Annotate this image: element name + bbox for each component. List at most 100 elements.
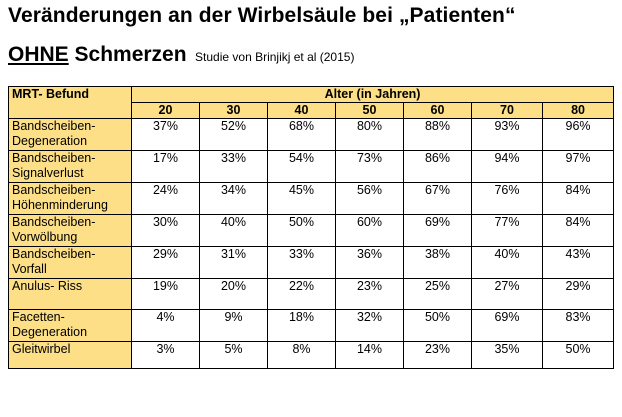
column-header-finding: MRT- Befund xyxy=(8,86,132,119)
row-label: Bandscheiben- Höhenminderung xyxy=(8,182,132,215)
value-cell: 45% xyxy=(267,182,336,215)
table-row: Gleitwirbel 3% 5% 8% 14% 23% 35% 50% xyxy=(8,341,615,369)
value-cell: 17% xyxy=(131,150,200,183)
page-title: Veränderungen an der Wirbelsäule bei „Pa… xyxy=(8,4,516,27)
age-header-row: 20 30 40 50 60 70 80 xyxy=(9,102,615,119)
row-label: Bandscheiben- Vorfall xyxy=(8,246,132,279)
row-label: Gleitwirbel xyxy=(8,341,132,369)
value-cell: 24% xyxy=(131,182,200,215)
age-header-cell: 80 xyxy=(541,102,615,119)
value-cell: 35% xyxy=(471,341,543,369)
value-cell: 32% xyxy=(335,309,404,342)
value-cell: 29% xyxy=(131,246,200,279)
value-cell: 8% xyxy=(267,341,336,369)
table-row: Facetten- Degeneration 4% 9% 18% 32% 50% 69% 83% xyxy=(8,309,615,342)
value-cell: 38% xyxy=(403,246,472,279)
age-header-cell: 60 xyxy=(403,102,472,119)
findings-table: MRT- Befund Alter (in Jahren) 20 30 40 50 60… xyxy=(8,86,615,369)
value-cell: 67% xyxy=(403,182,472,215)
value-cell: 29% xyxy=(541,278,615,310)
row-label-line2: Signalverlust xyxy=(12,166,84,180)
value-cell: 3% xyxy=(131,341,200,369)
value-cell: 5% xyxy=(199,341,268,369)
value-cell: 50% xyxy=(541,341,615,369)
value-cell: 14% xyxy=(335,341,404,369)
row-label: Bandscheiben- Degeneration xyxy=(8,118,132,151)
value-cell: 4% xyxy=(131,309,200,342)
subtitle-text: Schmerzen xyxy=(68,43,187,66)
value-cell: 23% xyxy=(335,278,404,310)
value-cell: 40% xyxy=(199,214,268,247)
value-cell: 60% xyxy=(335,214,404,247)
table-row: Bandscheiben- Degeneration 37% 52% 68% 80% 88%… xyxy=(8,118,615,151)
table-row: Bandscheiben- Höhenminderung 24% 34% 45% 56% 6… xyxy=(8,182,615,215)
row-label-line1: Facetten- xyxy=(12,310,65,324)
value-cell: 31% xyxy=(199,246,268,279)
subtitle-emphasis: OHNE xyxy=(8,43,69,66)
row-label-line1: Bandscheiben- xyxy=(12,183,96,197)
value-cell: 33% xyxy=(267,246,336,279)
value-cell: 76% xyxy=(471,182,543,215)
value-cell: 23% xyxy=(403,341,472,369)
row-label-line2: Degeneration xyxy=(12,134,88,148)
value-cell: 56% xyxy=(335,182,404,215)
value-cell: 34% xyxy=(199,182,268,215)
value-cell: 94% xyxy=(471,150,543,183)
table-row: Bandscheiben- Vorwölbung 30% 40% 50% 60% 69% 77… xyxy=(8,214,615,247)
value-cell: 96% xyxy=(541,118,615,151)
age-header-cell: 50 xyxy=(335,102,404,119)
row-label: Anulus- Riss xyxy=(8,278,132,310)
age-header-cell: 20 xyxy=(131,102,200,119)
value-cell: 69% xyxy=(471,309,543,342)
row-label-line1: Gleitwirbel xyxy=(12,342,71,356)
table-row: Bandscheiben- Vorfall 29% 31% 33% 36% 38% 40% 43… xyxy=(8,246,615,279)
value-cell: 30% xyxy=(131,214,200,247)
value-cell: 9% xyxy=(199,309,268,342)
column-header-age-group: Alter (in Jahren) xyxy=(130,86,615,103)
value-cell: 73% xyxy=(335,150,404,183)
value-cell: 37% xyxy=(131,118,200,151)
value-cell: 43% xyxy=(541,246,615,279)
age-header-cell: 40 xyxy=(267,102,336,119)
value-cell: 69% xyxy=(403,214,472,247)
value-cell: 77% xyxy=(471,214,543,247)
row-label-line2: Vorwölbung xyxy=(12,230,78,244)
value-cell: 86% xyxy=(403,150,472,183)
value-cell: 84% xyxy=(541,182,615,215)
value-cell: 97% xyxy=(541,150,615,183)
row-label: Bandscheiben- Signalverlust xyxy=(8,150,132,183)
subtitle: OHNE Schmerzen Studie von Brinjikj et al… xyxy=(8,43,354,67)
citation: Studie von Brinjikj et al (2015) xyxy=(195,50,355,64)
row-label: Facetten- Degeneration xyxy=(8,309,132,342)
age-header-cell: 30 xyxy=(199,102,268,119)
value-cell: 25% xyxy=(403,278,472,310)
value-cell: 40% xyxy=(471,246,543,279)
value-cell: 84% xyxy=(541,214,615,247)
value-cell: 50% xyxy=(403,309,472,342)
row-label-line1: Bandscheiben- xyxy=(12,151,96,165)
table-row: Bandscheiben- Signalverlust 17% 33% 54% 73% 86… xyxy=(8,150,615,183)
row-label-line2: Vorfall xyxy=(12,262,47,276)
value-cell: 88% xyxy=(403,118,472,151)
row-label-line1: Bandscheiben- xyxy=(12,247,96,261)
value-cell: 54% xyxy=(267,150,336,183)
value-cell: 52% xyxy=(199,118,268,151)
value-cell: 36% xyxy=(335,246,404,279)
row-label-line1: Bandscheiben- xyxy=(12,215,96,229)
value-cell: 68% xyxy=(267,118,336,151)
value-cell: 19% xyxy=(131,278,200,310)
value-cell: 50% xyxy=(267,214,336,247)
row-label-line2: Degeneration xyxy=(12,325,88,339)
row-label-line1: Anulus- Riss xyxy=(12,279,83,293)
value-cell: 22% xyxy=(267,278,336,310)
table-row: Anulus- Riss 19% 20% 22% 23% 25% 27% 29% xyxy=(8,278,615,310)
age-header-cell: 70 xyxy=(471,102,543,119)
value-cell: 27% xyxy=(471,278,543,310)
row-label-line1: Bandscheiben- xyxy=(12,119,96,133)
value-cell: 33% xyxy=(199,150,268,183)
table-body: Bandscheiben- Degeneration 37% 52% 68% 80% 88%… xyxy=(8,118,615,369)
row-label-line2: Höhenminderung xyxy=(12,198,108,212)
value-cell: 18% xyxy=(267,309,336,342)
value-cell: 80% xyxy=(335,118,404,151)
value-cell: 20% xyxy=(199,278,268,310)
